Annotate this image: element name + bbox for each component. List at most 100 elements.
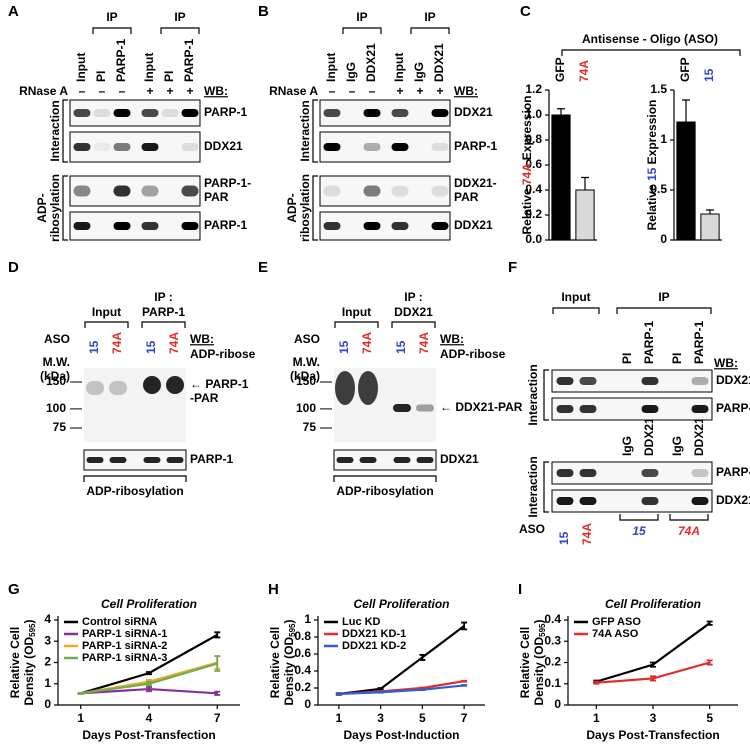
blot: [69, 131, 201, 163]
panel-letter: D: [8, 259, 19, 276]
chart-title: Cell Proliferation: [101, 597, 197, 611]
band: [359, 457, 377, 463]
band: [109, 457, 127, 463]
bracket: [410, 27, 450, 34]
bracket: [616, 307, 712, 314]
chart-title: Cell Proliferation: [353, 597, 449, 611]
series-line: [338, 684, 465, 696]
band: [161, 109, 179, 117]
lane-label: IgG: [412, 62, 426, 82]
group-label: ADP-: [35, 193, 49, 222]
band: [323, 143, 341, 151]
band: [691, 405, 709, 413]
lane-label: 74A: [167, 332, 181, 354]
bar: [676, 121, 696, 241]
legend-label: PARP-1 siRNA-3: [82, 652, 167, 664]
y-axis-label-part: 595: [538, 623, 547, 637]
y-axis-label-part: 15: [645, 167, 659, 181]
band: [431, 143, 449, 151]
ip-label: IP: [658, 290, 669, 304]
legend-label: 74A ASO: [592, 628, 639, 640]
x-tick-label: 4: [146, 711, 153, 725]
bracket: [391, 321, 436, 328]
y-axis-label-part: ): [532, 619, 546, 623]
group-label: Interaction: [48, 100, 62, 161]
lane-label: PI: [162, 71, 176, 82]
blot-label: PARP-1: [716, 465, 750, 479]
band: [641, 497, 659, 505]
y-axis-label: Density (OD595): [532, 619, 547, 705]
y-tick-label: 1.5: [650, 82, 667, 96]
x-axis-label: Days Post-Induction: [343, 728, 459, 742]
y-tick-label: 0.6: [294, 646, 311, 660]
error-bar: [706, 209, 714, 214]
band: [335, 371, 355, 405]
arrow-label: -PAR: [190, 391, 219, 405]
lane-label: PARP-1: [114, 39, 128, 82]
y-tick-label: 0: [554, 697, 561, 711]
wb-label: WB:: [204, 84, 228, 98]
blot: [319, 99, 451, 127]
panel-letter: G: [8, 581, 20, 598]
x-axis-label: Days Post-Transfection: [82, 728, 215, 742]
y-axis-label-part: ): [282, 619, 296, 623]
mw-tick-label: 150: [296, 374, 316, 388]
blot-label: DDX21: [204, 139, 243, 153]
y-axis-label-part: Relative: [645, 181, 659, 230]
y-axis-label-part: Density (OD: [282, 637, 296, 706]
error-bar: [146, 671, 152, 676]
y-tick-label: 0.4: [294, 663, 311, 677]
lane-label: PI: [670, 353, 684, 364]
bracket: [561, 49, 741, 56]
aso-label: ASO: [44, 332, 70, 346]
panel-letter: F: [508, 259, 517, 276]
band: [691, 469, 709, 477]
panel-letter: C: [520, 3, 531, 20]
band: [431, 109, 449, 117]
y-tick-label: 0.2: [294, 680, 311, 694]
panel-letter: B: [258, 3, 269, 20]
bar: [575, 189, 595, 241]
panel-letter: E: [258, 259, 268, 276]
bottom-label: ADP-ribosylation: [86, 484, 183, 498]
lane-label: 15: [144, 340, 158, 354]
band: [73, 109, 91, 117]
band: [336, 457, 354, 463]
y-axis-label-part: 74A: [520, 163, 534, 185]
category-label: 15: [702, 68, 716, 82]
blot-label: DDX21-: [454, 176, 497, 190]
legend-label: PARP-1 siRNA-2: [82, 640, 167, 652]
band: [93, 109, 111, 117]
error-bar: [650, 661, 656, 668]
aso-label: ASO: [519, 522, 545, 536]
ip-label: IP: [424, 10, 435, 24]
arrow-label: ← PARP-1: [190, 377, 249, 391]
blot: [319, 131, 451, 163]
y-axis-label: Relative 74A Expression: [520, 96, 534, 235]
bracket: [83, 475, 187, 482]
y-axis-label: Relative 15 Expression: [645, 100, 659, 231]
bracket: [669, 514, 709, 521]
blot: [551, 397, 713, 421]
y-axis-label: Relative Cell: [268, 627, 282, 698]
band: [416, 457, 434, 463]
band: [393, 404, 411, 412]
bracket: [312, 99, 318, 163]
blot-label: PARP-1: [204, 218, 247, 232]
error-bar: [706, 620, 713, 626]
lane-label: PARP-1: [692, 321, 706, 364]
bar: [551, 114, 571, 241]
blot: [551, 369, 713, 393]
band: [358, 371, 378, 405]
rnase-label: RNase A: [269, 84, 318, 98]
band: [431, 185, 449, 197]
blot: [319, 175, 451, 207]
error-bar: [557, 108, 565, 115]
band: [166, 376, 184, 394]
x-tick-label: 7: [214, 711, 221, 725]
bracket: [342, 27, 382, 34]
error-bar: [461, 684, 468, 687]
band: [181, 222, 199, 230]
sign: +: [166, 84, 173, 98]
wb-label: WB:: [190, 332, 214, 346]
